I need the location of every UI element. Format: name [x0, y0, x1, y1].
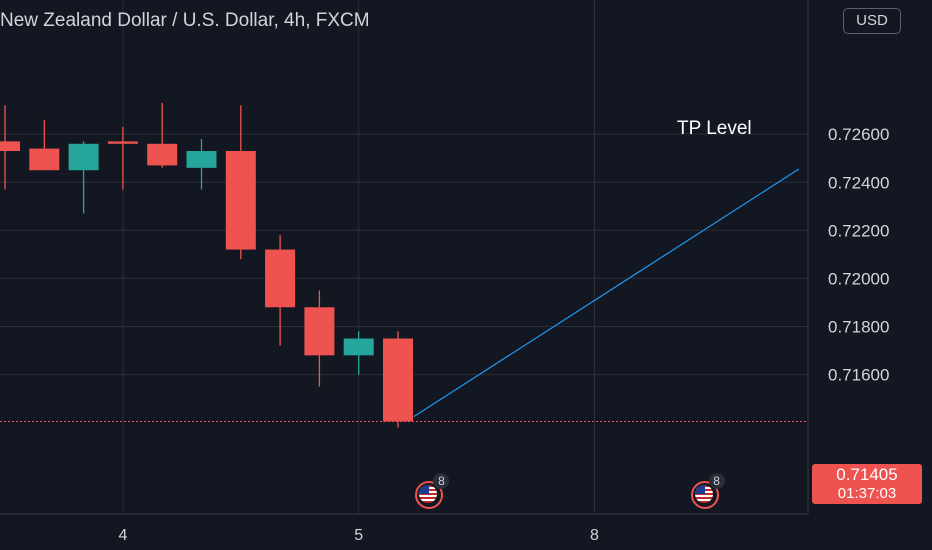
- candle-body: [0, 141, 20, 152]
- candle-body: [107, 141, 138, 144]
- y-tick-label: 0.72200: [828, 221, 889, 240]
- last-price-tag: 0.71405 01:37:03: [812, 464, 922, 504]
- event-count-badge: 8: [708, 473, 725, 489]
- candle-body: [68, 143, 99, 171]
- candle-body: [147, 143, 178, 166]
- tp-level-line[interactable]: [413, 168, 800, 418]
- currency-button[interactable]: USD: [843, 8, 901, 34]
- candle-bullish: [68, 141, 99, 214]
- bar-countdown: 01:37:03: [837, 485, 897, 502]
- candle-body: [225, 151, 256, 250]
- axes: 0.72600 0.72400 0.72200 0.72000 0.71800 0.716…: [118, 125, 889, 544]
- y-tick-label: 0.72600: [828, 125, 889, 144]
- last-price-value: 0.71405: [836, 465, 898, 484]
- us-flag-icon: [694, 485, 713, 503]
- candle-bullish: [186, 138, 217, 190]
- candle-bullish: [343, 331, 374, 375]
- candle-body: [304, 307, 335, 356]
- y-tick-label: 0.72000: [828, 269, 889, 288]
- x-tick-label: 4: [118, 527, 127, 544]
- candle-body: [265, 249, 296, 308]
- economic-event-marker[interactable]: 8: [690, 473, 737, 509]
- tp-level-label: TP Level: [677, 118, 752, 139]
- candle-bearish: [147, 102, 178, 168]
- candle-body: [383, 338, 413, 422]
- chart-title: New Zealand Dollar / U.S. Dollar, 4h, FX…: [0, 10, 370, 31]
- candle-body: [343, 338, 374, 356]
- candle-bearish: [225, 105, 256, 260]
- event-count-badge: 8: [433, 473, 450, 489]
- y-tick-label: 0.71600: [828, 366, 889, 385]
- candle-body: [186, 151, 217, 168]
- candle-bearish: [107, 126, 138, 190]
- x-tick-label: 8: [590, 527, 599, 544]
- economic-event-marker[interactable]: 8: [415, 473, 461, 509]
- x-tick-label: 5: [354, 527, 363, 544]
- candle-bearish: [265, 235, 296, 346]
- candle-bearish: [383, 331, 413, 428]
- y-tick-label: 0.72400: [828, 173, 889, 192]
- us-flag-icon: [419, 485, 438, 503]
- candle-body: [29, 148, 60, 171]
- candle-bearish: [304, 290, 335, 387]
- candles: [0, 102, 413, 428]
- candle-bearish: [29, 119, 60, 171]
- y-tick-label: 0.71800: [828, 317, 889, 336]
- grid-lines: [0, 0, 808, 514]
- candle-bearish: [0, 105, 20, 190]
